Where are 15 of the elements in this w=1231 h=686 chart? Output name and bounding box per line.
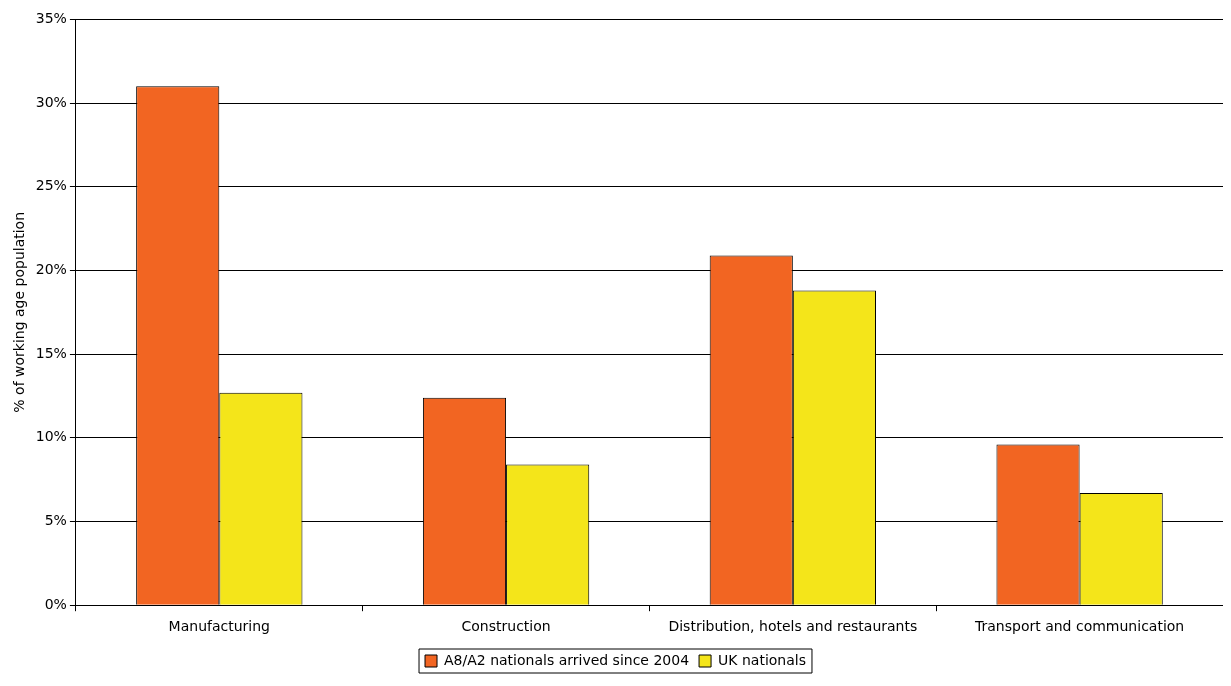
legend-label: UK nationals xyxy=(718,651,806,668)
y-tick-label: 0% xyxy=(44,595,67,612)
y-tick-label: 5% xyxy=(44,512,67,529)
x-tick-label: Distribution, hotels and restaurants xyxy=(668,618,918,635)
x-tick-label: Manufacturing xyxy=(168,618,270,635)
legend-label: A8/A2 nationals arrived since 2004 xyxy=(444,651,690,668)
y-tick-label: 15% xyxy=(35,344,67,361)
y-tick-label: 25% xyxy=(35,177,67,194)
x-tick-label: Construction xyxy=(461,618,551,635)
x-tick-label: Transport and communication xyxy=(974,618,1185,635)
y-tick-label: 20% xyxy=(35,261,67,278)
y-axis-title: % of working age population xyxy=(11,211,28,413)
y-tick-label: 30% xyxy=(35,93,67,110)
y-tick-label: 35% xyxy=(35,10,67,27)
y-tick-label: 10% xyxy=(35,428,67,445)
